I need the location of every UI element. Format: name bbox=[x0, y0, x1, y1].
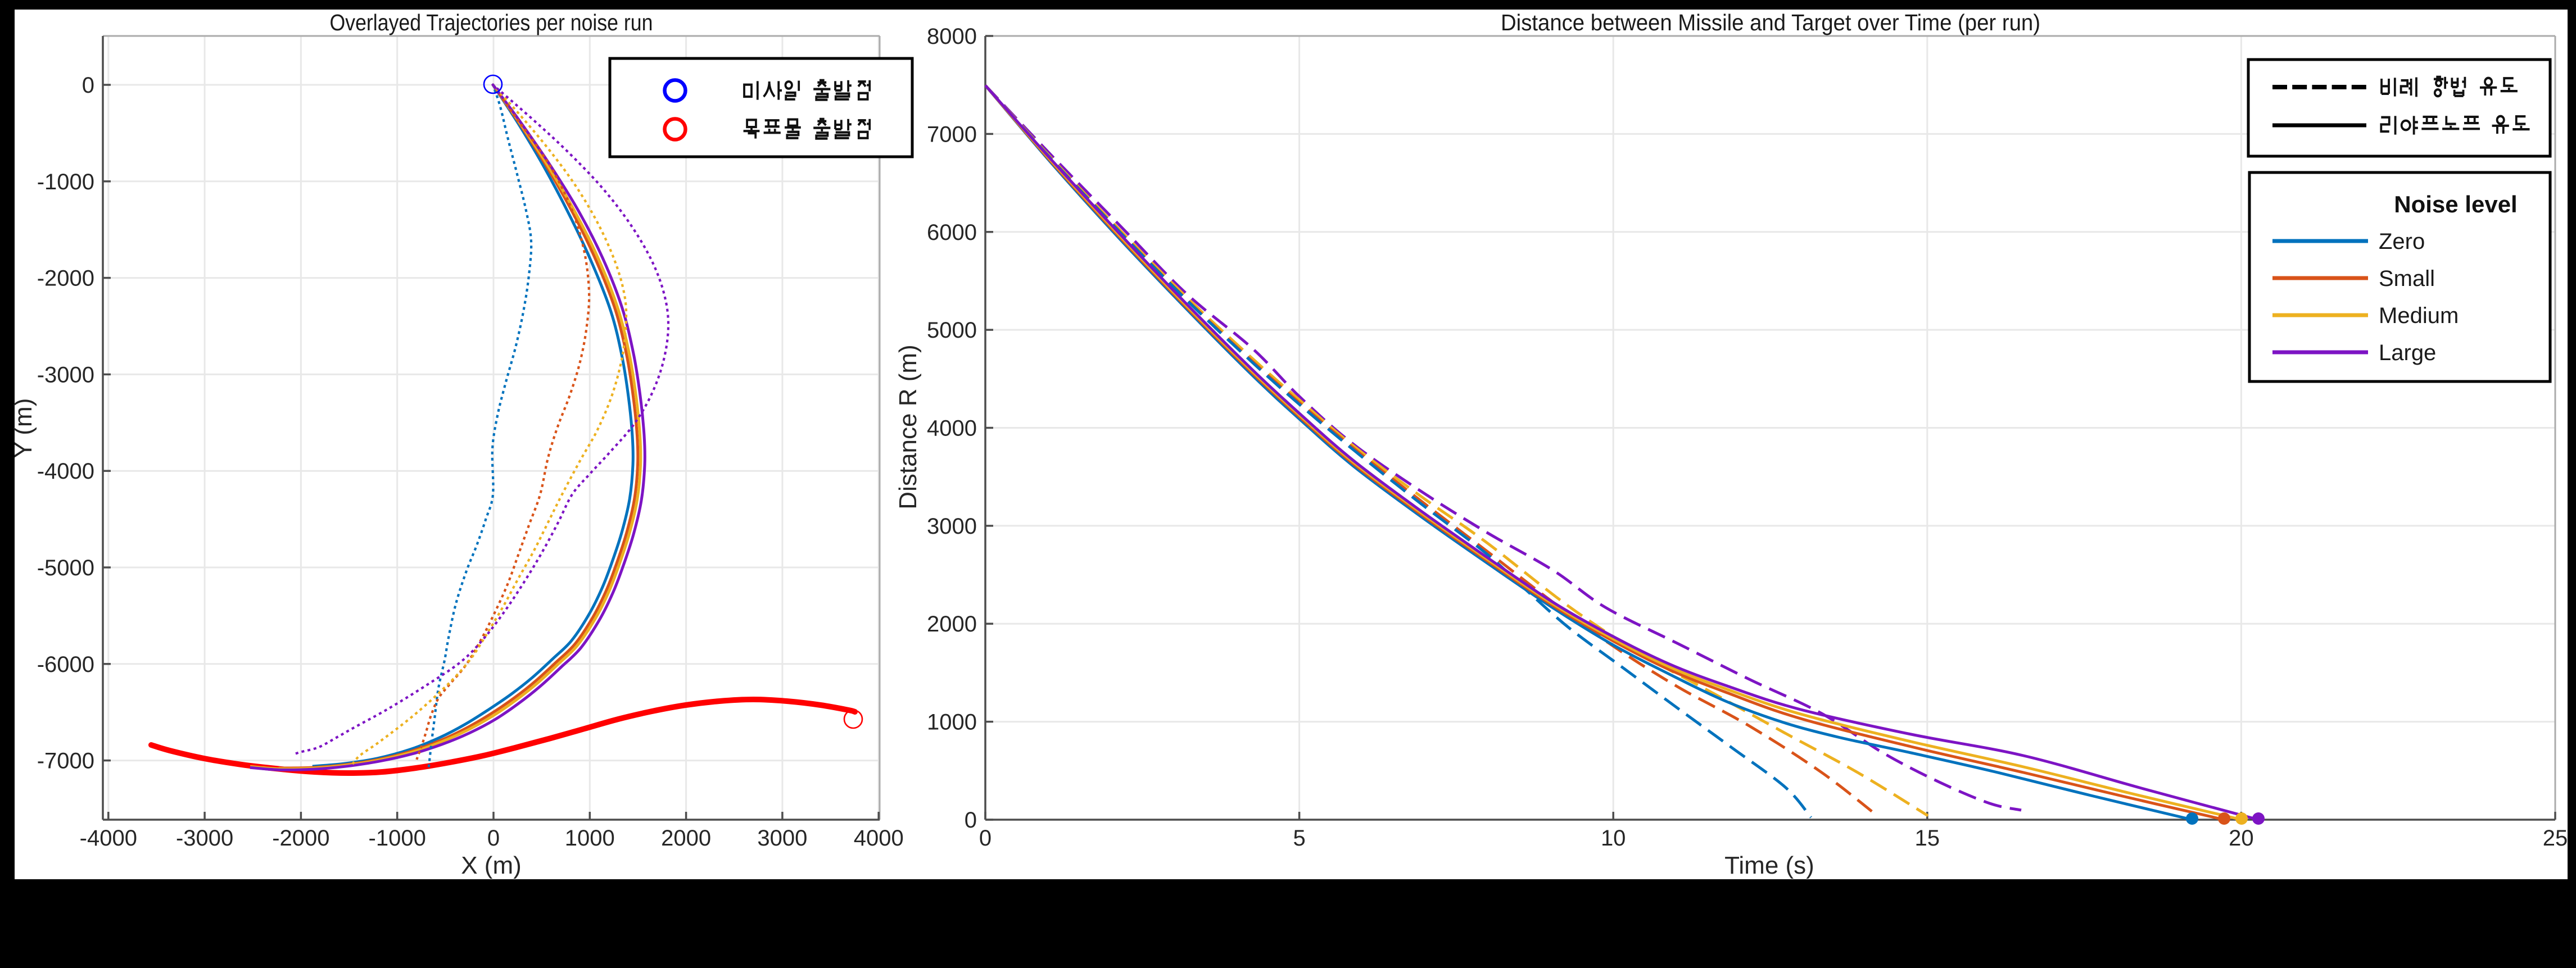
svg-text:0: 0 bbox=[487, 826, 500, 851]
svg-text:8000: 8000 bbox=[927, 24, 977, 49]
svg-text:1000: 1000 bbox=[565, 826, 615, 851]
svg-text:4000: 4000 bbox=[927, 416, 977, 441]
svg-text:0: 0 bbox=[979, 826, 992, 851]
svg-text:2000: 2000 bbox=[661, 826, 711, 851]
svg-text:5: 5 bbox=[1293, 826, 1305, 851]
svg-text:5000: 5000 bbox=[927, 318, 977, 343]
svg-text:20: 20 bbox=[2229, 826, 2254, 851]
svg-text:Distance R (m): Distance R (m) bbox=[894, 344, 922, 509]
svg-text:-3000: -3000 bbox=[176, 826, 233, 851]
svg-text:6000: 6000 bbox=[927, 220, 977, 245]
svg-text:3000: 3000 bbox=[757, 826, 807, 851]
svg-text:25: 25 bbox=[2543, 826, 2568, 851]
svg-text:-6000: -6000 bbox=[37, 652, 94, 677]
svg-text:Zero: Zero bbox=[2379, 229, 2425, 254]
svg-text:Large: Large bbox=[2379, 340, 2436, 365]
svg-text:2000: 2000 bbox=[927, 612, 977, 637]
svg-text:-7000: -7000 bbox=[37, 749, 94, 774]
svg-text:Overlayed Trajectories per noi: Overlayed Trajectories per noise run bbox=[330, 10, 653, 35]
svg-text:1000: 1000 bbox=[927, 710, 977, 735]
svg-text:Noise level: Noise level bbox=[2394, 191, 2517, 217]
svg-text:0: 0 bbox=[82, 73, 94, 98]
svg-text:-4000: -4000 bbox=[80, 826, 137, 851]
svg-text:3000: 3000 bbox=[927, 514, 977, 539]
svg-text:-2000: -2000 bbox=[37, 266, 94, 291]
svg-text:Medium: Medium bbox=[2379, 303, 2459, 328]
svg-text:X (m): X (m) bbox=[461, 852, 522, 879]
svg-text:15: 15 bbox=[1915, 826, 1940, 851]
svg-text:0: 0 bbox=[965, 808, 977, 833]
svg-text:Distance between Missile and T: Distance between Missile and Target over… bbox=[1501, 10, 2040, 35]
svg-text:-2000: -2000 bbox=[272, 826, 329, 851]
svg-text:-3000: -3000 bbox=[37, 362, 94, 387]
svg-text:10: 10 bbox=[1601, 826, 1626, 851]
svg-text:Y (m): Y (m) bbox=[10, 398, 37, 458]
svg-text:Time (s): Time (s) bbox=[1724, 852, 1814, 879]
svg-text:-5000: -5000 bbox=[37, 556, 94, 580]
svg-text:-4000: -4000 bbox=[37, 459, 94, 484]
svg-text:Small: Small bbox=[2379, 266, 2435, 291]
svg-text:7000: 7000 bbox=[927, 122, 977, 147]
svg-text:4000: 4000 bbox=[854, 826, 904, 851]
svg-text:-1000: -1000 bbox=[369, 826, 426, 851]
svg-text:-1000: -1000 bbox=[37, 170, 94, 194]
